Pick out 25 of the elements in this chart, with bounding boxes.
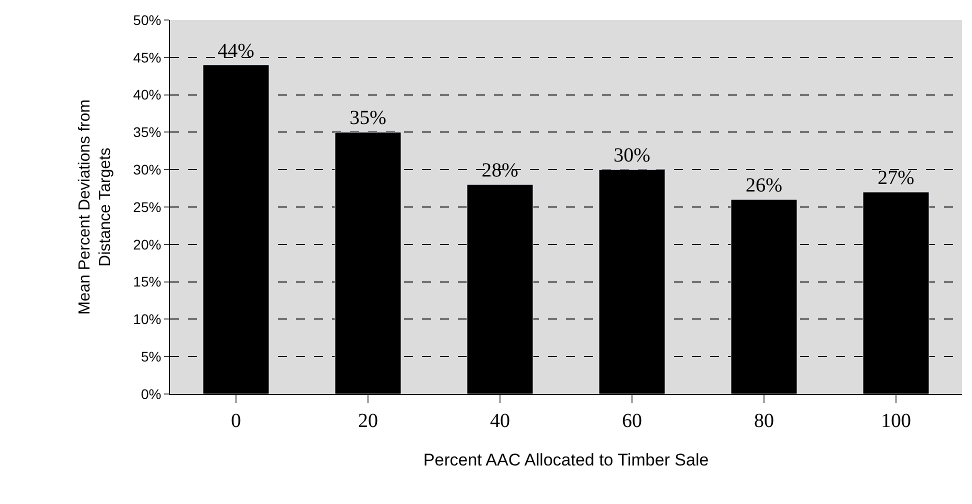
data-label: 26% [746, 174, 782, 197]
data-label: 28% [482, 160, 518, 182]
y-tick-label: 25% [133, 198, 162, 215]
x-tick-label: 40 [490, 410, 510, 432]
data-label: 30% [614, 144, 650, 167]
y-axis-title: Mean Percent Deviations from Distance Targets [76, 99, 114, 315]
y-tick-label: 10% [133, 311, 162, 328]
y-tick-label: 45% [133, 49, 162, 66]
x-tick-label: 60 [622, 410, 642, 432]
x-tick-label: 20 [358, 410, 378, 432]
x-tick-label: 80 [754, 410, 774, 432]
y-tick-label: 30% [133, 162, 162, 178]
y-tick-label: 40% [133, 86, 162, 103]
y-tick-label: 15% [133, 274, 162, 290]
y-tick-label: 50% [133, 12, 162, 28]
y-tick-label: 35% [133, 124, 162, 140]
y-tick-label: 0% [140, 386, 162, 402]
data-label: 44% [218, 40, 254, 62]
x-axis-title: Percent AAC Allocated to Timber Sale [423, 450, 709, 470]
x-tick-label: 100 [881, 410, 911, 432]
x-tick-label: 0 [231, 410, 241, 432]
data-label: 35% [350, 107, 386, 130]
y-tick-label: 20% [133, 236, 162, 252]
data-label: 27% [878, 167, 914, 190]
y-tick-label: 5% [140, 348, 162, 364]
